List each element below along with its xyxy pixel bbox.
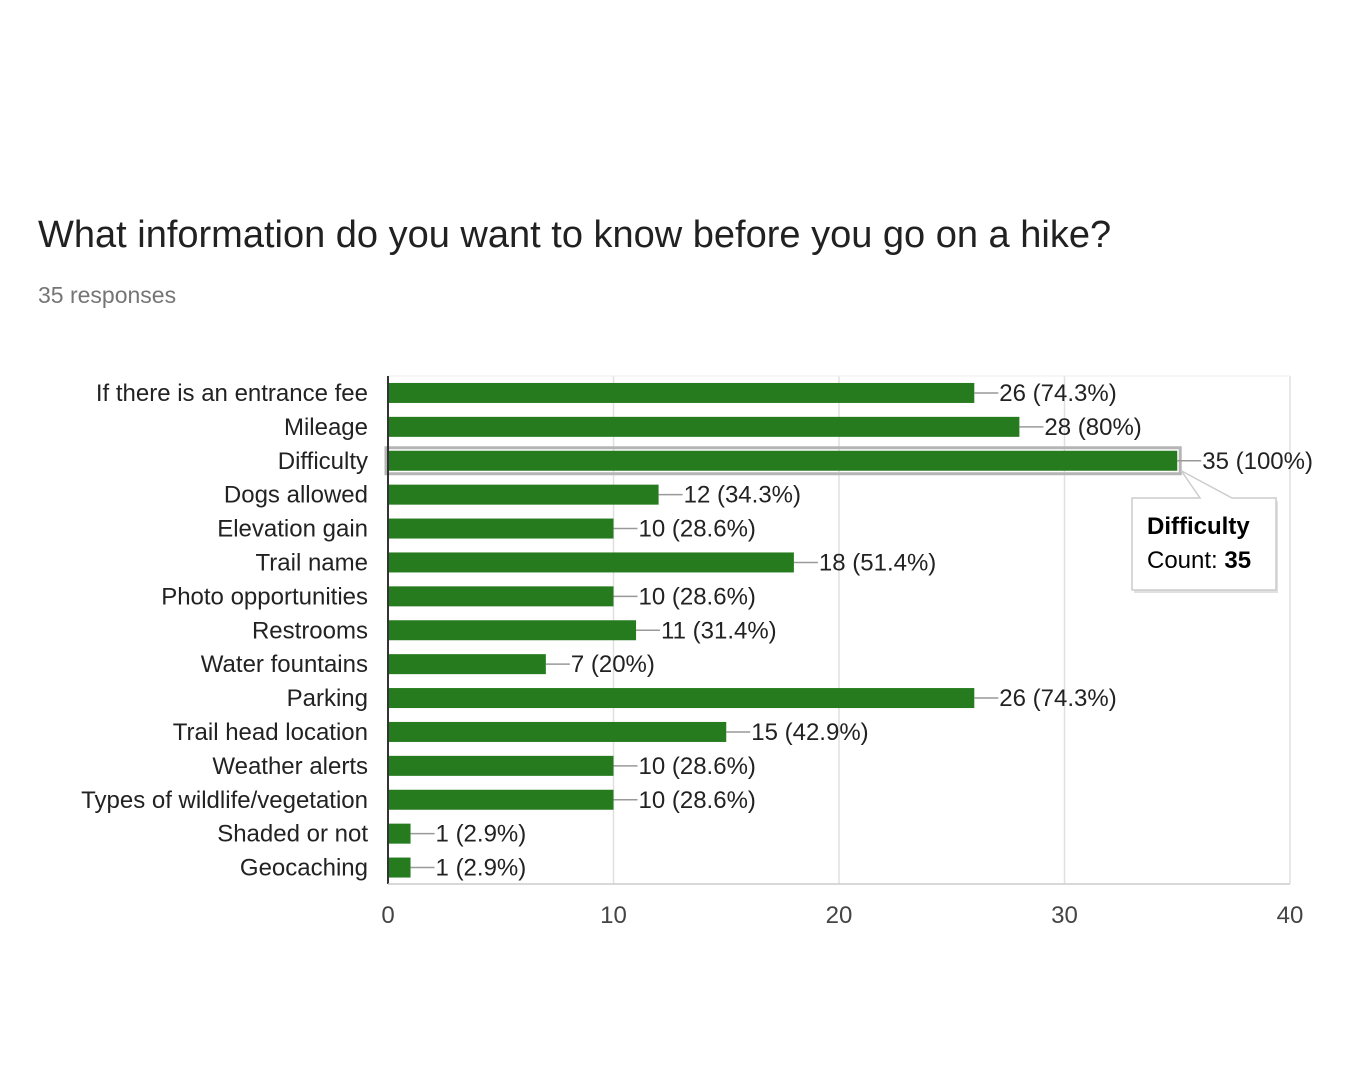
- value-label: 35 (100%): [1202, 448, 1313, 475]
- value-label: 7 (20%): [571, 651, 655, 678]
- tooltip: Difficulty Count: 35: [1131, 470, 1278, 593]
- category-label: Elevation gain: [217, 516, 368, 543]
- x-tick-label: 10: [600, 902, 627, 929]
- bar[interactable]: [388, 721, 727, 742]
- response-count: 35 responses: [38, 282, 177, 308]
- category-label: Trail name: [256, 549, 368, 576]
- leader-lines: [410, 392, 1202, 869]
- bar[interactable]: [388, 654, 546, 675]
- value-label: 11 (31.4%): [661, 617, 777, 644]
- category-label: Restrooms: [252, 617, 368, 644]
- category-label: Difficulty: [278, 448, 368, 475]
- category-label: Water fountains: [201, 651, 368, 678]
- category-label: Photo opportunities: [161, 583, 368, 610]
- category-label: Shaded or not: [217, 821, 368, 848]
- category-label: Mileage: [284, 414, 368, 441]
- bar[interactable]: [388, 416, 1020, 437]
- axes: [387, 376, 1290, 885]
- value-labels: 26 (74.3%) 28 (80%) 35 (100%) 12 (34.3%) 10 …: [436, 380, 1313, 882]
- tooltip-count: Count: 35: [1147, 547, 1251, 574]
- bar[interactable]: [388, 857, 411, 878]
- bar[interactable]: [388, 755, 614, 776]
- category-label: Parking: [287, 685, 368, 712]
- bar[interactable]: [388, 518, 614, 539]
- tooltip-title: Difficulty: [1147, 513, 1250, 540]
- x-tick-labels: 0 10 20 30 40: [381, 902, 1303, 929]
- question-title: What information do you want to know bef…: [38, 214, 1112, 256]
- category-label: Dogs allowed: [224, 482, 368, 509]
- value-label: 26 (74.3%): [999, 685, 1116, 712]
- value-label: 26 (74.3%): [999, 380, 1116, 407]
- value-label: 1 (2.9%): [436, 821, 527, 848]
- x-tick-label: 40: [1277, 902, 1304, 929]
- bar[interactable]: [388, 552, 794, 573]
- bar[interactable]: [388, 688, 975, 709]
- bar[interactable]: [388, 382, 975, 403]
- value-label: 1 (2.9%): [436, 855, 527, 882]
- value-label: 18 (51.4%): [819, 549, 936, 576]
- bar[interactable]: [388, 620, 637, 641]
- x-tick-label: 30: [1051, 902, 1078, 929]
- category-labels: If there is an entrance fee Mileage Diffic…: [81, 380, 368, 882]
- bar[interactable]: [388, 789, 614, 810]
- value-label: 10 (28.6%): [639, 516, 756, 543]
- tooltip-count-value: 35: [1224, 547, 1251, 574]
- value-label: 10 (28.6%): [639, 787, 756, 814]
- value-label: 12 (34.3%): [684, 482, 801, 509]
- bar[interactable]: [388, 823, 411, 844]
- bar[interactable]: [388, 586, 614, 607]
- category-label: Types of wildlife/vegetation: [81, 787, 368, 814]
- category-label: Trail head location: [173, 719, 368, 746]
- value-label: 28 (80%): [1044, 414, 1141, 441]
- value-label: 15 (42.9%): [751, 719, 868, 746]
- value-label: 10 (28.6%): [639, 583, 756, 610]
- category-label: If there is an entrance fee: [96, 380, 368, 407]
- x-tick-label: 20: [826, 902, 853, 929]
- category-label: Weather alerts: [212, 753, 368, 780]
- bars: [388, 382, 1178, 878]
- tooltip-box: [1131, 470, 1277, 591]
- bar[interactable]: [388, 450, 1178, 471]
- category-label: Geocaching: [240, 855, 368, 882]
- value-label: 10 (28.6%): [639, 753, 756, 780]
- x-tick-label: 0: [381, 902, 394, 929]
- bar[interactable]: [388, 484, 659, 505]
- tooltip-count-label: Count:: [1147, 547, 1224, 574]
